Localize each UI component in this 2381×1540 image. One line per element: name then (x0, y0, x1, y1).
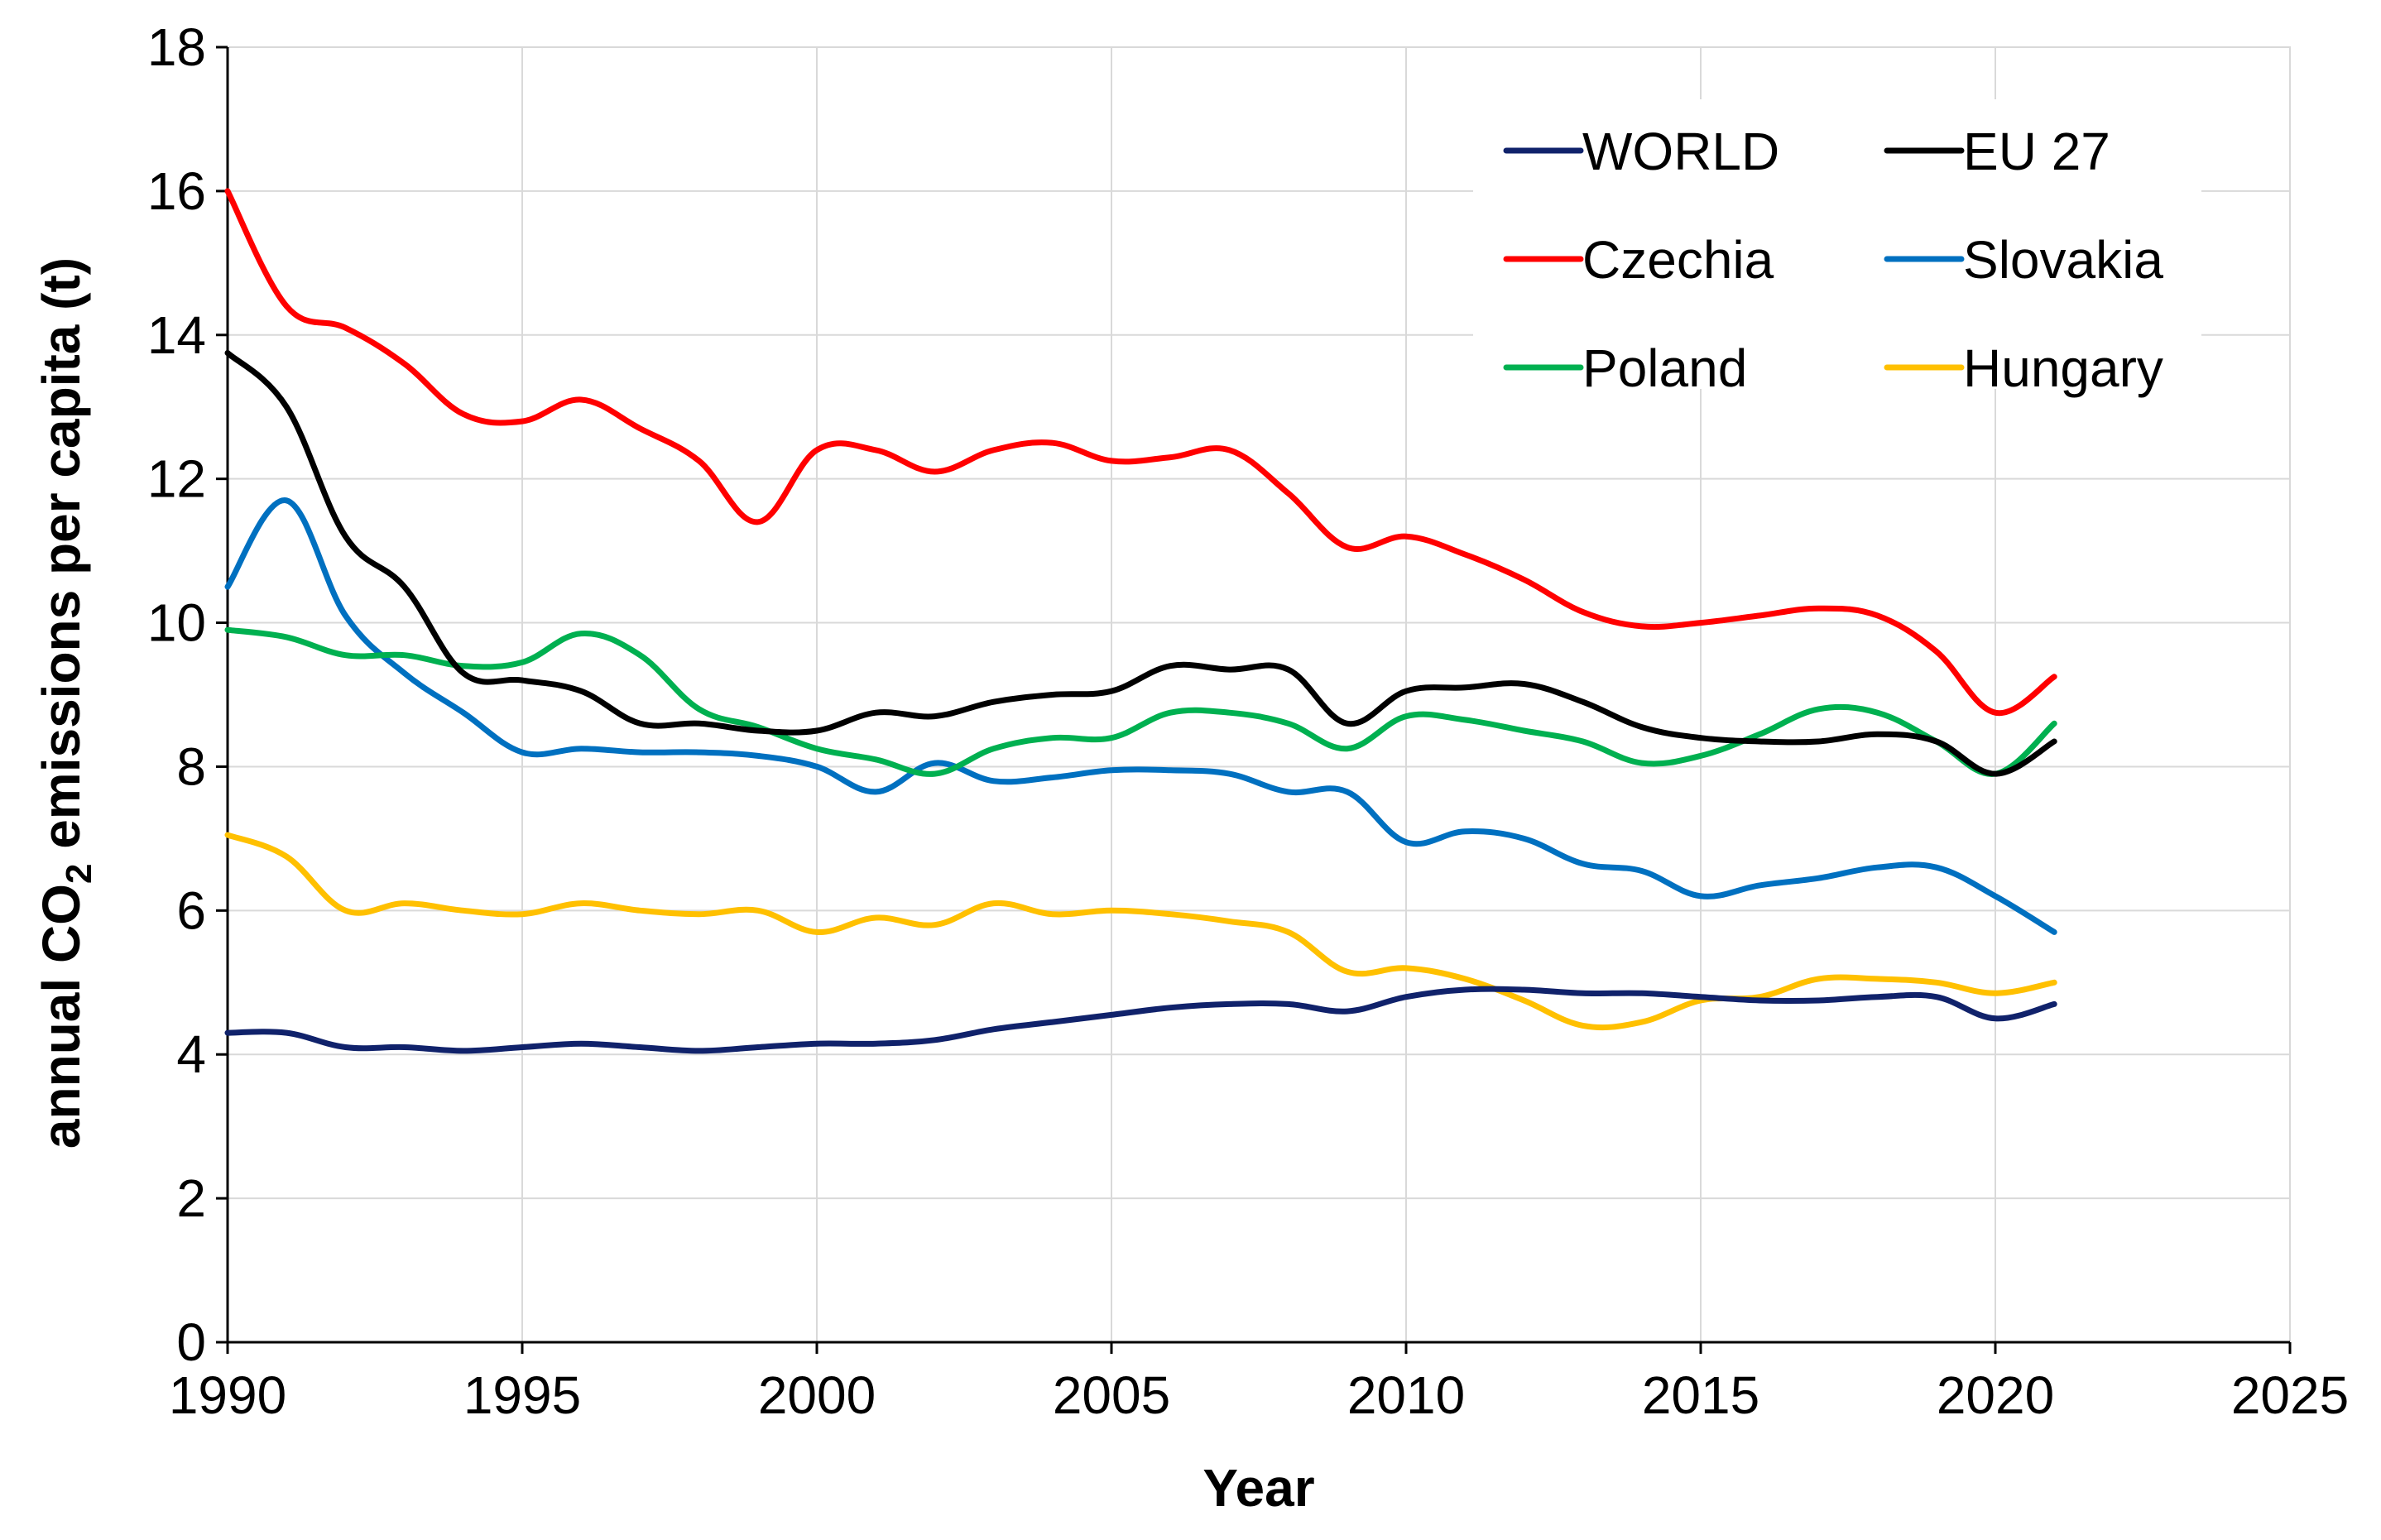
legend-label-slovakia: Slovakia (1963, 230, 2163, 290)
x-tick-label: 2005 (1053, 1365, 1170, 1425)
series-line-czechia (224, 188, 2057, 717)
y-tick-label: 18 (147, 17, 206, 77)
x-tick-label: 2015 (1642, 1365, 1759, 1425)
y-axis-title: annual CO2 emissions per capita (t) (31, 257, 99, 1149)
y-tick-label: 2 (176, 1168, 206, 1228)
x-axis-title: Year (1203, 1458, 1314, 1518)
legend-label-hungary: Hungary (1963, 338, 2163, 398)
x-tick-label: 2010 (1347, 1365, 1465, 1425)
y-axis-title-prefix: annual CO (31, 884, 91, 1149)
y-tick-label: 8 (176, 736, 206, 796)
series-line-world (224, 986, 2057, 1054)
y-tick-label: 4 (176, 1024, 206, 1084)
legend-label-world: WORLD (1582, 122, 1779, 181)
x-tick-label: 1995 (463, 1365, 581, 1425)
legend-label-czechia: Czechia (1582, 230, 1774, 290)
y-tick-label: 10 (147, 593, 206, 653)
legend-background (1473, 99, 2201, 389)
y-tick-label: 0 (176, 1312, 206, 1372)
series-lines (224, 188, 2057, 1054)
axes: 0 2 4 6 8 10 12 14 16 18 1990 1995 2000 2005 2010 2015 2… (147, 17, 2349, 1425)
series-line-slovakia (224, 497, 2057, 935)
x-tick-label: 2000 (758, 1365, 876, 1425)
y-tick-label: 16 (147, 161, 206, 221)
y-axis-title-subscript: 2 (59, 864, 99, 884)
series-line-poland (224, 626, 2057, 777)
legend-label-poland: Poland (1582, 338, 1747, 398)
y-axis-title-suffix: emissions per capita (t) (31, 257, 91, 864)
x-tick-label: 2020 (1937, 1365, 2054, 1425)
x-tick-label: 1990 (169, 1365, 286, 1425)
y-tick-label: 6 (176, 880, 206, 940)
legend: WORLD EU 27 Czechia Slovakia Poland Hungary (1473, 99, 2201, 398)
legend-label-eu-27: EU 27 (1963, 122, 2110, 181)
x-tick-label: 2025 (2231, 1365, 2349, 1425)
y-tick-label: 12 (147, 449, 206, 509)
y-tick-label: 14 (147, 305, 206, 365)
series-line-eu-27 (224, 350, 2057, 777)
